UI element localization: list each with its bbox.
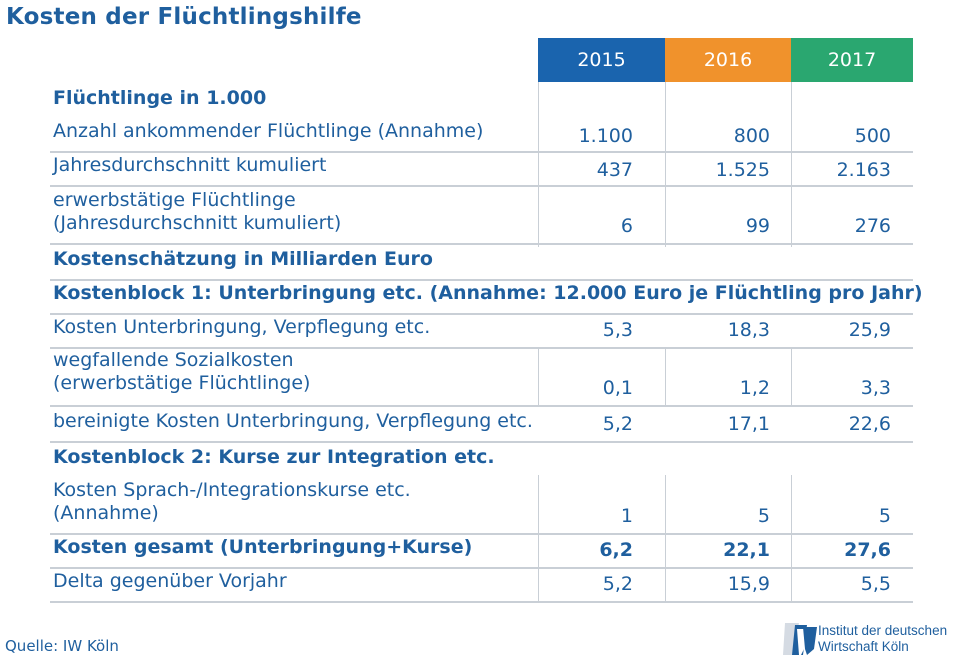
table-cell: 5,3	[602, 319, 633, 341]
chart-title: Kosten der Flüchtlingshilfe	[6, 4, 362, 30]
row-divider	[50, 567, 913, 569]
table-cell: 437	[596, 159, 633, 181]
row-label-line: Delta gegenüber Vorjahr	[53, 570, 287, 592]
row-label: Kostenblock 2: Kurse zur Integration etc…	[53, 446, 495, 469]
table-cell: 22,6	[848, 413, 891, 435]
row-label-line: Kostenblock 1: Unterbringung etc. (Annah…	[53, 282, 923, 304]
column-divider	[665, 475, 666, 533]
row-label: bereinigte Kosten Unterbringung, Verpfle…	[53, 410, 533, 433]
row-label-line: (erwerbstätige Flüchtlinge)	[53, 372, 311, 394]
row-label-line: Kosten Unterbringung, Verpflegung etc.	[53, 316, 431, 338]
row-divider	[50, 185, 913, 187]
row-divider	[50, 347, 913, 349]
row-label-line: Kostenschätzung in Milliarden Euro	[53, 248, 433, 270]
row-divider	[50, 151, 913, 153]
row-label: Kosten Sprach-/Integrationskurse etc. (An…	[53, 479, 411, 525]
table-cell: 5	[878, 505, 891, 527]
table-cell: 800	[733, 125, 770, 147]
row-divider	[50, 405, 913, 407]
year-header-2015: 2015	[538, 38, 665, 82]
row-label-line: Anzahl ankommender Flüchtlinge (Annahme)	[53, 120, 484, 142]
row-label-line: Kosten gesamt (Unterbringung+Kurse)	[53, 536, 473, 558]
year-header-2016: 2016	[665, 38, 791, 82]
table-cell: 500	[854, 125, 891, 147]
table-cell: 5,2	[602, 573, 633, 595]
row-label-line: wegfallende Sozialkosten	[53, 349, 294, 371]
table-cell: 18,3	[727, 319, 770, 341]
row-label: wegfallende Sozialkosten (erwerbstätige F…	[53, 349, 310, 395]
row-label-line: Flüchtlinge in 1.000	[53, 87, 267, 109]
row-label: Kosten Unterbringung, Verpflegung etc.	[53, 316, 430, 339]
table-cell: 27,6	[844, 539, 891, 561]
row-label: Delta gegenüber Vorjahr	[53, 570, 287, 593]
table-cell: 1	[620, 505, 633, 527]
row-label-line: bereinigte Kosten Unterbringung, Verpfle…	[53, 410, 533, 432]
table-cell: 5,2	[602, 413, 633, 435]
table-cell: 5	[757, 505, 770, 527]
row-divider	[50, 601, 913, 603]
column-divider	[791, 475, 792, 533]
row-label: Kostenblock 1: Unterbringung etc. (Annah…	[53, 282, 923, 305]
column-divider	[538, 347, 539, 405]
row-label: Kostenschätzung in Milliarden Euro	[53, 248, 433, 271]
table-cell: 1.100	[578, 125, 633, 147]
row-label: Flüchtlinge in 1.000	[53, 87, 266, 110]
column-divider	[538, 82, 539, 247]
row-label-line: (Annahme)	[53, 502, 159, 524]
table-cell: 22,1	[723, 539, 770, 561]
table-cell: 2.163	[836, 159, 891, 181]
table-cell: 15,9	[727, 573, 770, 595]
row-label-line: Kosten Sprach-/Integrationskurse etc.	[53, 479, 411, 501]
row-label: Anzahl ankommender Flüchtlinge (Annahme)	[53, 120, 483, 143]
column-divider	[791, 347, 792, 405]
column-divider	[791, 82, 792, 247]
row-divider	[50, 279, 913, 281]
row-label-line: erwerbstätige Flüchtlinge	[53, 189, 296, 211]
logo-line-1: Institut der deutschen	[818, 623, 948, 638]
column-divider	[538, 475, 539, 533]
row-divider	[50, 441, 913, 443]
row-label: Kosten gesamt (Unterbringung+Kurse)	[53, 536, 472, 559]
column-divider	[665, 82, 666, 247]
iw-logo-icon	[783, 623, 817, 655]
table-cell: 1.525	[715, 159, 770, 181]
row-label: erwerbstätige Flüchtlinge (Jahresdurchsch…	[53, 189, 341, 235]
table-cell: 0,1	[602, 377, 633, 399]
logo-line-2: Wirtschaft Köln	[818, 639, 909, 654]
year-header-2017: 2017	[791, 38, 913, 82]
row-divider	[50, 243, 913, 245]
table-cell: 17,1	[727, 413, 770, 435]
source-note: Quelle: IW Köln	[5, 637, 119, 655]
table-cell: 25,9	[848, 319, 891, 341]
table-cell: 5,5	[860, 573, 891, 595]
row-label: Jahresdurchschnitt kumuliert	[53, 154, 326, 177]
table-cell: 99	[745, 215, 770, 237]
table-cell: 1,2	[739, 377, 770, 399]
row-label-line: Kostenblock 2: Kurse zur Integration etc…	[53, 446, 495, 468]
column-divider	[665, 347, 666, 405]
row-label-line: (Jahresdurchschnitt kumuliert)	[53, 212, 342, 234]
logo-text: Institut der deutschen Wirtschaft Köln	[818, 623, 947, 655]
table-cell: 6,2	[599, 539, 633, 561]
row-label-line: Jahresdurchschnitt kumuliert	[53, 154, 327, 176]
table-cell: 6	[620, 215, 633, 237]
table-cell: 276	[854, 215, 891, 237]
row-divider	[50, 533, 913, 535]
row-divider	[50, 313, 913, 315]
table-cell: 3,3	[860, 377, 891, 399]
